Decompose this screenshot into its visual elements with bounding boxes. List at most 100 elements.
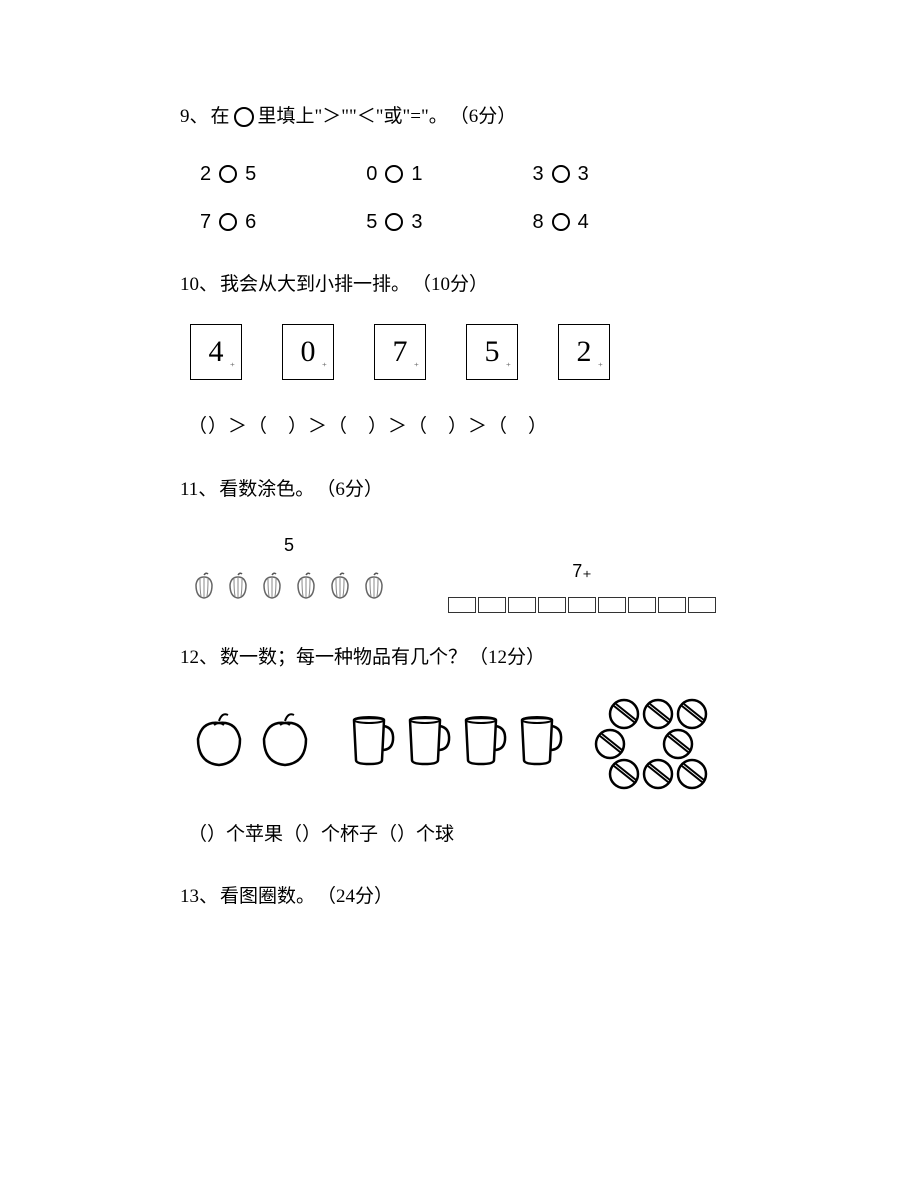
q11-rects-group: 7₊ [448,555,716,613]
q11-title: 11、 看数涂色。 （6分） [180,473,740,507]
comparison-item: 33 [533,156,589,192]
q11-label-7: 7₊ [448,555,716,587]
comp-left: 3 [533,156,544,192]
q9-title: 9、 在 里填上"＞""＜"或"="。 （6分） [180,100,740,134]
ball-item [676,698,708,730]
pepper-icon [292,571,320,601]
ball-item [608,698,640,730]
q12-points: （12分） [469,641,545,675]
q12-text: 数一数；每一种物品有几个？ [220,641,467,675]
circle-blank-icon [219,213,237,231]
ball-group [594,698,714,793]
comparison-item: 53 [366,204,422,240]
apple-item [256,707,314,783]
comp-left: 8 [533,204,544,240]
q13-points: （24分） [317,880,393,914]
pepper-icon [326,571,354,601]
comparison-row: 25 01 33 [200,156,740,192]
cup-icon [400,710,452,768]
cup-item [456,710,508,780]
rect-row [448,597,716,613]
cup-item [344,710,396,780]
ball-icon [662,728,694,760]
circle-blank-icon [552,213,570,231]
q9-number: 9、 [180,100,209,134]
q10-title: 10、 我会从大到小排一排。 （10分） [180,268,740,302]
ball-item [676,758,708,790]
q10-number-boxes: 40752 [190,324,740,380]
apple-group [190,707,314,783]
q12-number: 12、 [180,641,218,675]
comp-right: 3 [578,156,589,192]
cup-group [344,710,564,780]
q10-number: 10、 [180,268,218,302]
q10-blanks: （）＞（ ）＞（ ）＞（ ）＞（ ） [188,410,740,444]
q9-comparison-grid: 250133765384 [180,156,740,240]
pepper-icon [258,571,286,601]
pepper-icon [360,571,388,601]
pepper-icon [190,571,218,601]
q10-text: 我会从大到小排一排。 [220,268,410,302]
q12-title: 12、 数一数；每一种物品有几个？ （12分） [180,641,740,675]
q11-label-5: 5 [190,529,388,561]
question-11: 11、 看数涂色。 （6分） 5 7₊ [180,473,740,614]
apple-item [190,707,248,783]
q9-text-after: 里填上"＞""＜"或"="。 [258,100,448,134]
circle-blank-icon [552,165,570,183]
comp-left: 7 [200,204,211,240]
rect-item [448,597,476,613]
pepper-item [326,571,354,613]
question-9: 9、 在 里填上"＞""＜"或"="。 （6分） 250133765384 [180,100,740,240]
q9-points: （6分） [450,100,517,134]
cup-icon [344,710,396,768]
rect-item [478,597,506,613]
comparison-item: 84 [533,204,589,240]
ball-icon [608,758,640,790]
number-box: 2 [558,324,610,380]
apple-icon [190,707,248,771]
question-13: 13、 看图圈数。 （24分） [180,880,740,914]
ball-icon [608,698,640,730]
cup-item [512,710,564,780]
rect-item [508,597,536,613]
number-box: 4 [190,324,242,380]
pepper-item [292,571,320,613]
q13-text: 看图圈数。 [220,880,315,914]
ball-icon [594,728,626,760]
q12-answers: （）个苹果（）个杯子（）个球 [188,818,740,852]
ball-item [608,758,640,790]
circle-icon [234,107,254,127]
ball-icon [676,698,708,730]
comp-right: 1 [411,156,422,192]
number-box: 5 [466,324,518,380]
pepper-item [360,571,388,613]
rect-item [628,597,656,613]
comp-left: 2 [200,156,211,192]
number-box: 0 [282,324,334,380]
comp-right: 3 [411,204,422,240]
q13-title: 13、 看图圈数。 （24分） [180,880,740,914]
apple-icon [256,707,314,771]
cup-item [400,710,452,780]
comparison-row: 765384 [200,204,740,240]
cup-icon [456,710,508,768]
q11-points: （6分） [316,473,383,507]
q10-points: （10分） [412,268,488,302]
question-10: 10、 我会从大到小排一排。 （10分） 40752 （）＞（ ）＞（ ）＞（ … [180,268,740,444]
ball-item [594,728,626,760]
circle-blank-icon [385,213,403,231]
q13-number: 13、 [180,880,218,914]
q11-content: 5 7₊ [190,529,740,614]
rect-item [688,597,716,613]
question-12: 12、 数一数；每一种物品有几个？ （12分） （）个苹果（）个杯子（）个球 [180,641,740,851]
ball-icon [642,758,674,790]
rect-item [538,597,566,613]
comp-left: 0 [366,156,377,192]
comp-left: 5 [366,204,377,240]
ball-item [642,698,674,730]
pepper-row [190,571,388,613]
comp-right: 5 [245,156,256,192]
cup-icon [512,710,564,768]
circle-blank-icon [385,165,403,183]
rect-item [568,597,596,613]
